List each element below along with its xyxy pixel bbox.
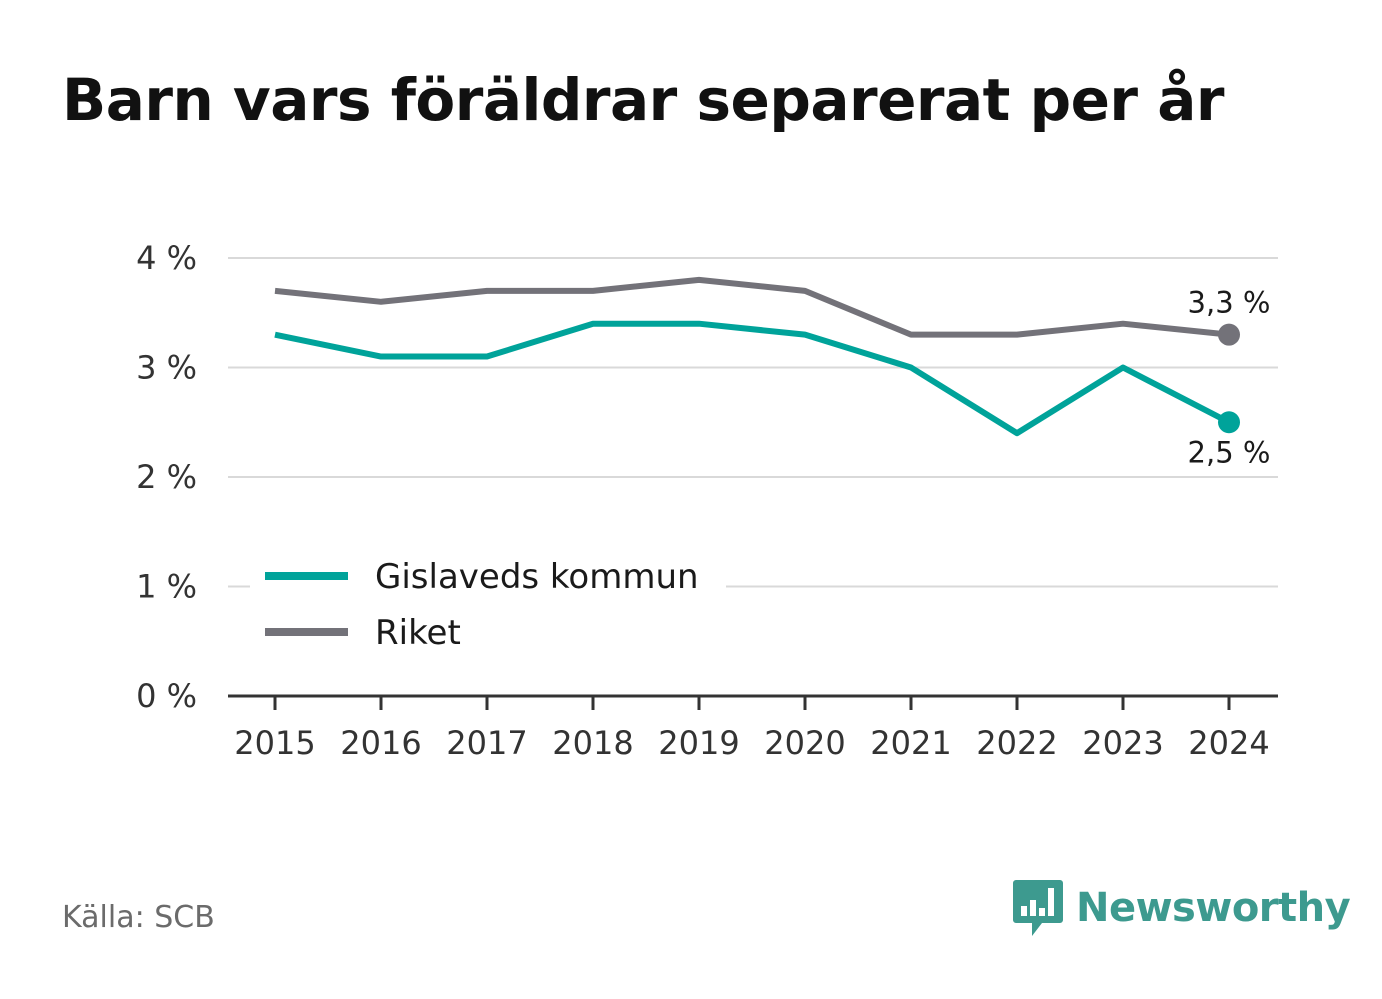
y-tick-label: 3 % bbox=[136, 349, 197, 387]
x-tick-label: 2022 bbox=[976, 724, 1057, 762]
x-tick-label: 2017 bbox=[446, 724, 527, 762]
x-tick-label: 2023 bbox=[1082, 724, 1163, 762]
legend-label: Gislaveds kommun bbox=[375, 557, 699, 597]
legend-label: Riket bbox=[375, 613, 461, 653]
x-tick-label: 2019 bbox=[658, 724, 739, 762]
brand-name: Newsworthy bbox=[1076, 885, 1351, 931]
x-tick-label: 2015 bbox=[234, 724, 315, 762]
data-label: 3,3 % bbox=[1188, 286, 1271, 320]
series-end-point bbox=[1218, 411, 1240, 434]
x-tick-label: 2018 bbox=[552, 724, 633, 762]
newsworthy-bar-chart-icon bbox=[1013, 880, 1063, 936]
x-tick-label: 2020 bbox=[764, 724, 845, 762]
series-line bbox=[274, 320, 1231, 437]
x-tick-label: 2021 bbox=[870, 724, 951, 762]
legend-background bbox=[250, 550, 726, 660]
series-line bbox=[274, 276, 1230, 338]
source-note: Källa: SCB bbox=[62, 900, 215, 935]
y-tick-label: 1 % bbox=[136, 568, 197, 606]
y-tick-label: 2 % bbox=[136, 458, 197, 496]
data-label: 2,5 % bbox=[1188, 435, 1271, 469]
chart-title: Barn vars föräldrar separerat per år bbox=[62, 66, 1224, 134]
y-tick-label: 0 % bbox=[136, 677, 197, 715]
x-tick-label: 2024 bbox=[1188, 724, 1269, 762]
brand-logo: Newsworthy bbox=[1012, 878, 1351, 938]
x-tick-label: 2016 bbox=[340, 724, 421, 762]
y-tick-label: 4 % bbox=[136, 239, 197, 277]
series-end-point bbox=[1218, 323, 1240, 346]
